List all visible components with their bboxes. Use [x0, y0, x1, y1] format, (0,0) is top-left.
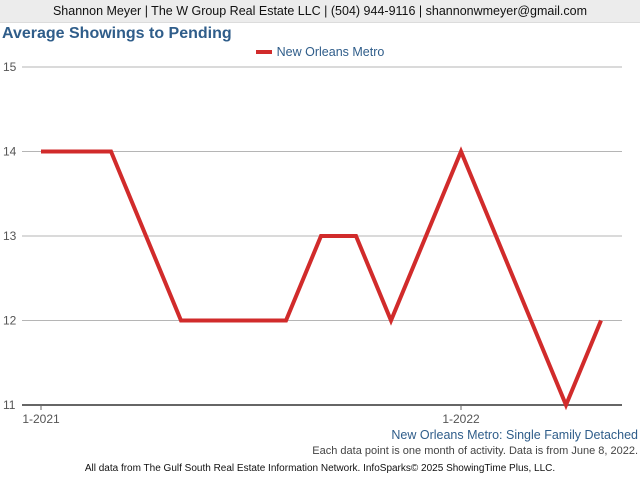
legend-label: New Orleans Metro [276, 45, 385, 59]
y-tick-label: 14 [3, 145, 17, 159]
y-tick-label: 13 [3, 229, 17, 243]
legend-swatch [255, 49, 272, 54]
contact-header: Shannon Meyer | The W Group Real Estate … [0, 0, 640, 23]
footer-credit: All data from The Gulf South Real Estate… [84, 463, 556, 474]
y-tick-label: 12 [3, 314, 17, 328]
line-chart: 11 12 13 14 15 1-2021 1-2022 [3, 60, 622, 426]
y-tick-label: 15 [3, 60, 17, 74]
y-tick-label: 11 [3, 398, 16, 412]
x-tick-label: 1-2021 [22, 412, 60, 426]
legend: New Orleans Metro [0, 45, 640, 59]
chart-title: Average Showings to Pending [2, 25, 232, 42]
series-line [41, 146, 603, 411]
x-tick-label: 1-2022 [442, 412, 480, 426]
chart-subtitle: New Orleans Metro: Single Family Detache… [391, 428, 638, 442]
data-note: Each data point is one month of activity… [312, 445, 638, 457]
